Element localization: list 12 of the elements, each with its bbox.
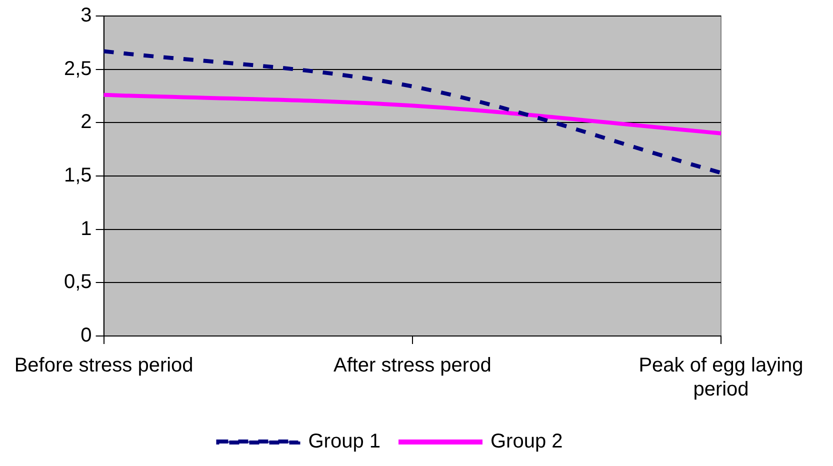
x-tick-label: After stress perod <box>333 354 492 377</box>
x-tick-label: Before stress period <box>14 354 194 377</box>
legend-label: Group 2 <box>490 430 563 453</box>
legend-label: Group 1 <box>308 430 380 453</box>
x-tick-label: Peak of egg laying period <box>638 354 804 401</box>
y-tick-label: 0 <box>80 324 92 347</box>
y-tick-label: 2 <box>80 111 92 134</box>
y-tick-label: 1 <box>80 218 92 240</box>
y-tick-label: 3 <box>80 4 92 27</box>
y-tick-label: 2,5 <box>64 58 92 80</box>
y-tick-label: 0,5 <box>64 271 92 294</box>
y-tick-label: 1,5 <box>64 164 92 187</box>
